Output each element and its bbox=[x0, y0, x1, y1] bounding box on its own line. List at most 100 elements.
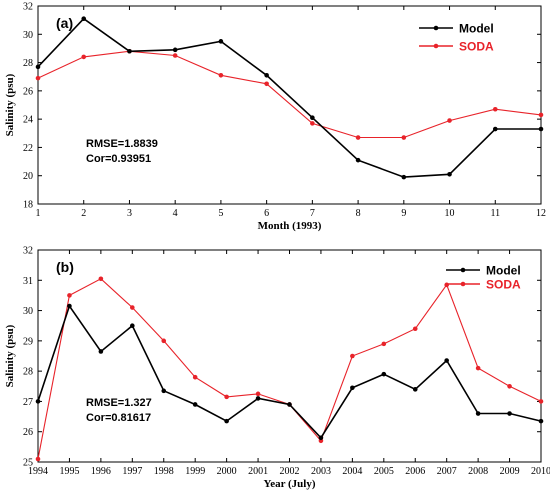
panel-b-soda-point bbox=[381, 341, 387, 347]
panel-b-soda-point bbox=[192, 374, 198, 380]
panel-b-model-point bbox=[381, 371, 387, 377]
panel-b-soda-point bbox=[475, 365, 481, 371]
panel-b-x-tick-label: 2008 bbox=[468, 466, 488, 477]
panel-a-stat-annotation: RMSE=1.8839 bbox=[86, 138, 158, 150]
panel-b-stat-annotation: Cor=0.81617 bbox=[86, 412, 151, 424]
panel-a-plot-frame bbox=[37, 5, 542, 205]
panel-b-x-tick-label: 2004 bbox=[342, 466, 362, 477]
panel-b-y-axis-label: Salinity (psu) bbox=[4, 324, 16, 387]
panel-a-y-tick-label: 26 bbox=[23, 86, 33, 97]
panel-b-soda-point bbox=[507, 383, 512, 389]
panel-b-soda-point bbox=[130, 305, 135, 310]
panel-b-soda-point bbox=[538, 399, 544, 404]
panel-a-soda-point bbox=[538, 112, 544, 118]
panel-b-soda-point bbox=[444, 282, 449, 288]
panel-a-y-tick-label: 24 bbox=[23, 115, 33, 126]
panel-b-x-axis-label: Year (July) bbox=[263, 478, 315, 490]
panel-a-soda-point bbox=[264, 81, 269, 87]
panel-b-model-point bbox=[507, 411, 512, 416]
panel-b-y-tick-label: 31 bbox=[23, 276, 33, 287]
panel-b-x-tick-label: 1998 bbox=[154, 466, 174, 477]
panel-b-model-point bbox=[475, 411, 481, 416]
panel-b-x-tick-label: 1996 bbox=[91, 466, 111, 477]
panel-b-y-tick-label: 27 bbox=[23, 397, 33, 408]
panel-b-soda-point bbox=[412, 326, 418, 332]
panel-b-model-point bbox=[224, 418, 229, 424]
panel-b-legend-soda-marker bbox=[460, 281, 466, 287]
panel-b-x-tick-label: 2007 bbox=[437, 466, 457, 477]
panel-a-model-line bbox=[37, 17, 541, 178]
panel-b-legend-model-marker bbox=[460, 267, 466, 273]
panel-b-stat-annotation: RMSE=1.327 bbox=[86, 397, 152, 409]
panel-a-soda-point bbox=[218, 73, 224, 78]
panel-b-legend-model-label: Model bbox=[486, 264, 521, 278]
panel-b-y-tick-label: 29 bbox=[23, 336, 33, 347]
panel-a-soda-point bbox=[172, 53, 178, 58]
panel-b-x-tick-label: 2009 bbox=[500, 466, 520, 477]
panel-b-soda-point bbox=[161, 338, 167, 344]
panel-b-model-point bbox=[318, 435, 324, 441]
panel-b-model-point bbox=[412, 387, 418, 392]
panel-a-y-axis-label: Salinity (psu) bbox=[4, 73, 16, 136]
panel-a-soda-point bbox=[447, 118, 452, 123]
panel-a-model-point bbox=[127, 48, 132, 54]
panel-a-soda-point bbox=[310, 121, 315, 126]
panel-a-model-point bbox=[492, 126, 498, 132]
panel-a-x-tick-label: 2 bbox=[81, 208, 86, 219]
panel-b-legend-soda-label: SODA bbox=[486, 278, 521, 292]
panel-a-y-tick-label: 32 bbox=[23, 2, 33, 13]
panel-a-legend-model-label: Model bbox=[459, 22, 494, 36]
panel-a-legend-soda-label: SODA bbox=[459, 40, 494, 54]
panel-b-y-tick-label: 25 bbox=[23, 458, 33, 469]
panel-a-x-tick-label: 6 bbox=[264, 208, 269, 219]
panel-b-model-point bbox=[161, 388, 167, 394]
panel-a-model-point bbox=[310, 115, 315, 121]
panel-a-y-tick-label: 20 bbox=[23, 171, 33, 182]
panel-b-y-tick-label: 28 bbox=[23, 367, 33, 378]
panel-a-x-tick-label: 7 bbox=[310, 208, 315, 219]
panel-a-soda-point bbox=[355, 135, 361, 140]
panel-b-model-point bbox=[350, 385, 355, 391]
panel-a-model-point bbox=[264, 73, 269, 78]
panel-b-soda-line bbox=[37, 278, 542, 460]
panel-b-x-tick-label: 2006 bbox=[405, 466, 425, 477]
panel-b-panel-label: (b) bbox=[56, 259, 74, 275]
panel-b-x-tick-label: 1995 bbox=[59, 466, 79, 477]
panel-b-soda-point bbox=[35, 456, 41, 462]
panel-b-soda-point bbox=[98, 276, 104, 282]
panel-a-model-point bbox=[218, 39, 224, 44]
panel-a-x-tick-label: 10 bbox=[445, 208, 455, 219]
panel-a-x-tick-label: 8 bbox=[356, 208, 361, 219]
panel-b-model-point bbox=[35, 399, 41, 404]
panel-b-x-tick-label: 1999 bbox=[185, 466, 205, 477]
panel-b-model-point bbox=[98, 349, 104, 354]
panel-b-x-tick-label: 2001 bbox=[248, 466, 268, 477]
panel-b-model-point bbox=[444, 358, 449, 363]
panel-b-x-tick-label: 2005 bbox=[374, 466, 394, 477]
panel-b-model-point bbox=[538, 418, 544, 424]
panel-a-model-point bbox=[81, 16, 87, 22]
panel-a-model-point bbox=[401, 174, 407, 180]
panel-a-soda-point bbox=[81, 54, 87, 60]
panel-b-model-point bbox=[67, 303, 72, 309]
panel-a-x-tick-label: 5 bbox=[218, 208, 223, 219]
panel-b-soda-point bbox=[255, 391, 261, 397]
panel-a-model-point bbox=[447, 172, 452, 177]
panel-a-soda-point bbox=[35, 75, 41, 81]
panel-a-soda-point bbox=[401, 135, 407, 140]
panel-b-model-point bbox=[130, 323, 135, 329]
panel-a-model-point bbox=[355, 157, 361, 163]
panel-b-x-tick-label: 2010 bbox=[531, 466, 550, 477]
panel-b-soda-point bbox=[67, 293, 72, 298]
panel-b-plot-frame bbox=[37, 249, 542, 463]
panel-b-soda-point bbox=[350, 353, 355, 359]
panel-b-x-tick-label: 1997 bbox=[122, 466, 142, 477]
panel-b-y-tick-label: 26 bbox=[23, 427, 33, 438]
panel-b-x-tick-label: 2000 bbox=[217, 466, 237, 477]
panel-a-model-point bbox=[172, 47, 178, 53]
panel-b-y-tick-label: 30 bbox=[23, 306, 33, 317]
panel-a-x-tick-label: 12 bbox=[536, 208, 546, 219]
panel-a-x-tick-label: 9 bbox=[401, 208, 406, 219]
panel-b-x-tick-label: 1994 bbox=[28, 466, 48, 477]
